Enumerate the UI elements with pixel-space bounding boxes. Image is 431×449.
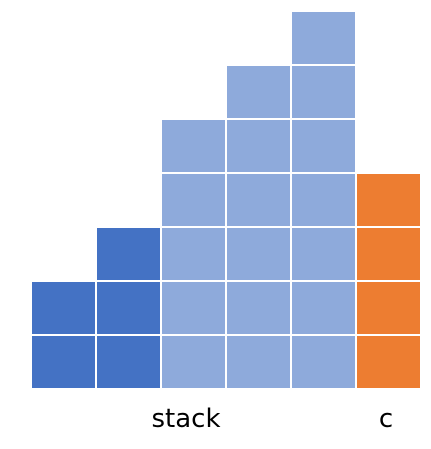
block-col-5-row-2	[290, 280, 357, 336]
block-col-5-row-4	[290, 172, 357, 228]
block-col-4-row-6	[225, 64, 292, 120]
block-col-5-row-3	[290, 226, 357, 282]
block-col-5-row-7	[290, 10, 357, 66]
block-col-5-row-6	[290, 64, 357, 120]
block-col-3-row-5	[160, 118, 227, 174]
block-col-5-row-5	[290, 118, 357, 174]
block-col-4-row-5	[225, 118, 292, 174]
c-label: c	[379, 404, 393, 434]
block-col-1-row-2	[30, 280, 97, 336]
stack-label: stack	[151, 404, 220, 434]
block-col-4-row-1	[225, 334, 292, 390]
block-col-1-row-1	[30, 334, 97, 390]
block-col-3-row-3	[160, 226, 227, 282]
block-col-4-row-4	[225, 172, 292, 228]
block-col-3-row-1	[160, 334, 227, 390]
block-col-6-row-4	[355, 172, 422, 228]
block-col-3-row-2	[160, 280, 227, 336]
block-col-2-row-1	[95, 334, 162, 390]
block-grid	[30, 10, 422, 390]
block-col-5-row-1	[290, 334, 357, 390]
block-col-3-row-4	[160, 172, 227, 228]
block-col-2-row-2	[95, 280, 162, 336]
block-col-6-row-3	[355, 226, 422, 282]
block-col-6-row-1	[355, 334, 422, 390]
block-col-6-row-2	[355, 280, 422, 336]
block-col-4-row-2	[225, 280, 292, 336]
block-col-4-row-3	[225, 226, 292, 282]
block-col-2-row-3	[95, 226, 162, 282]
